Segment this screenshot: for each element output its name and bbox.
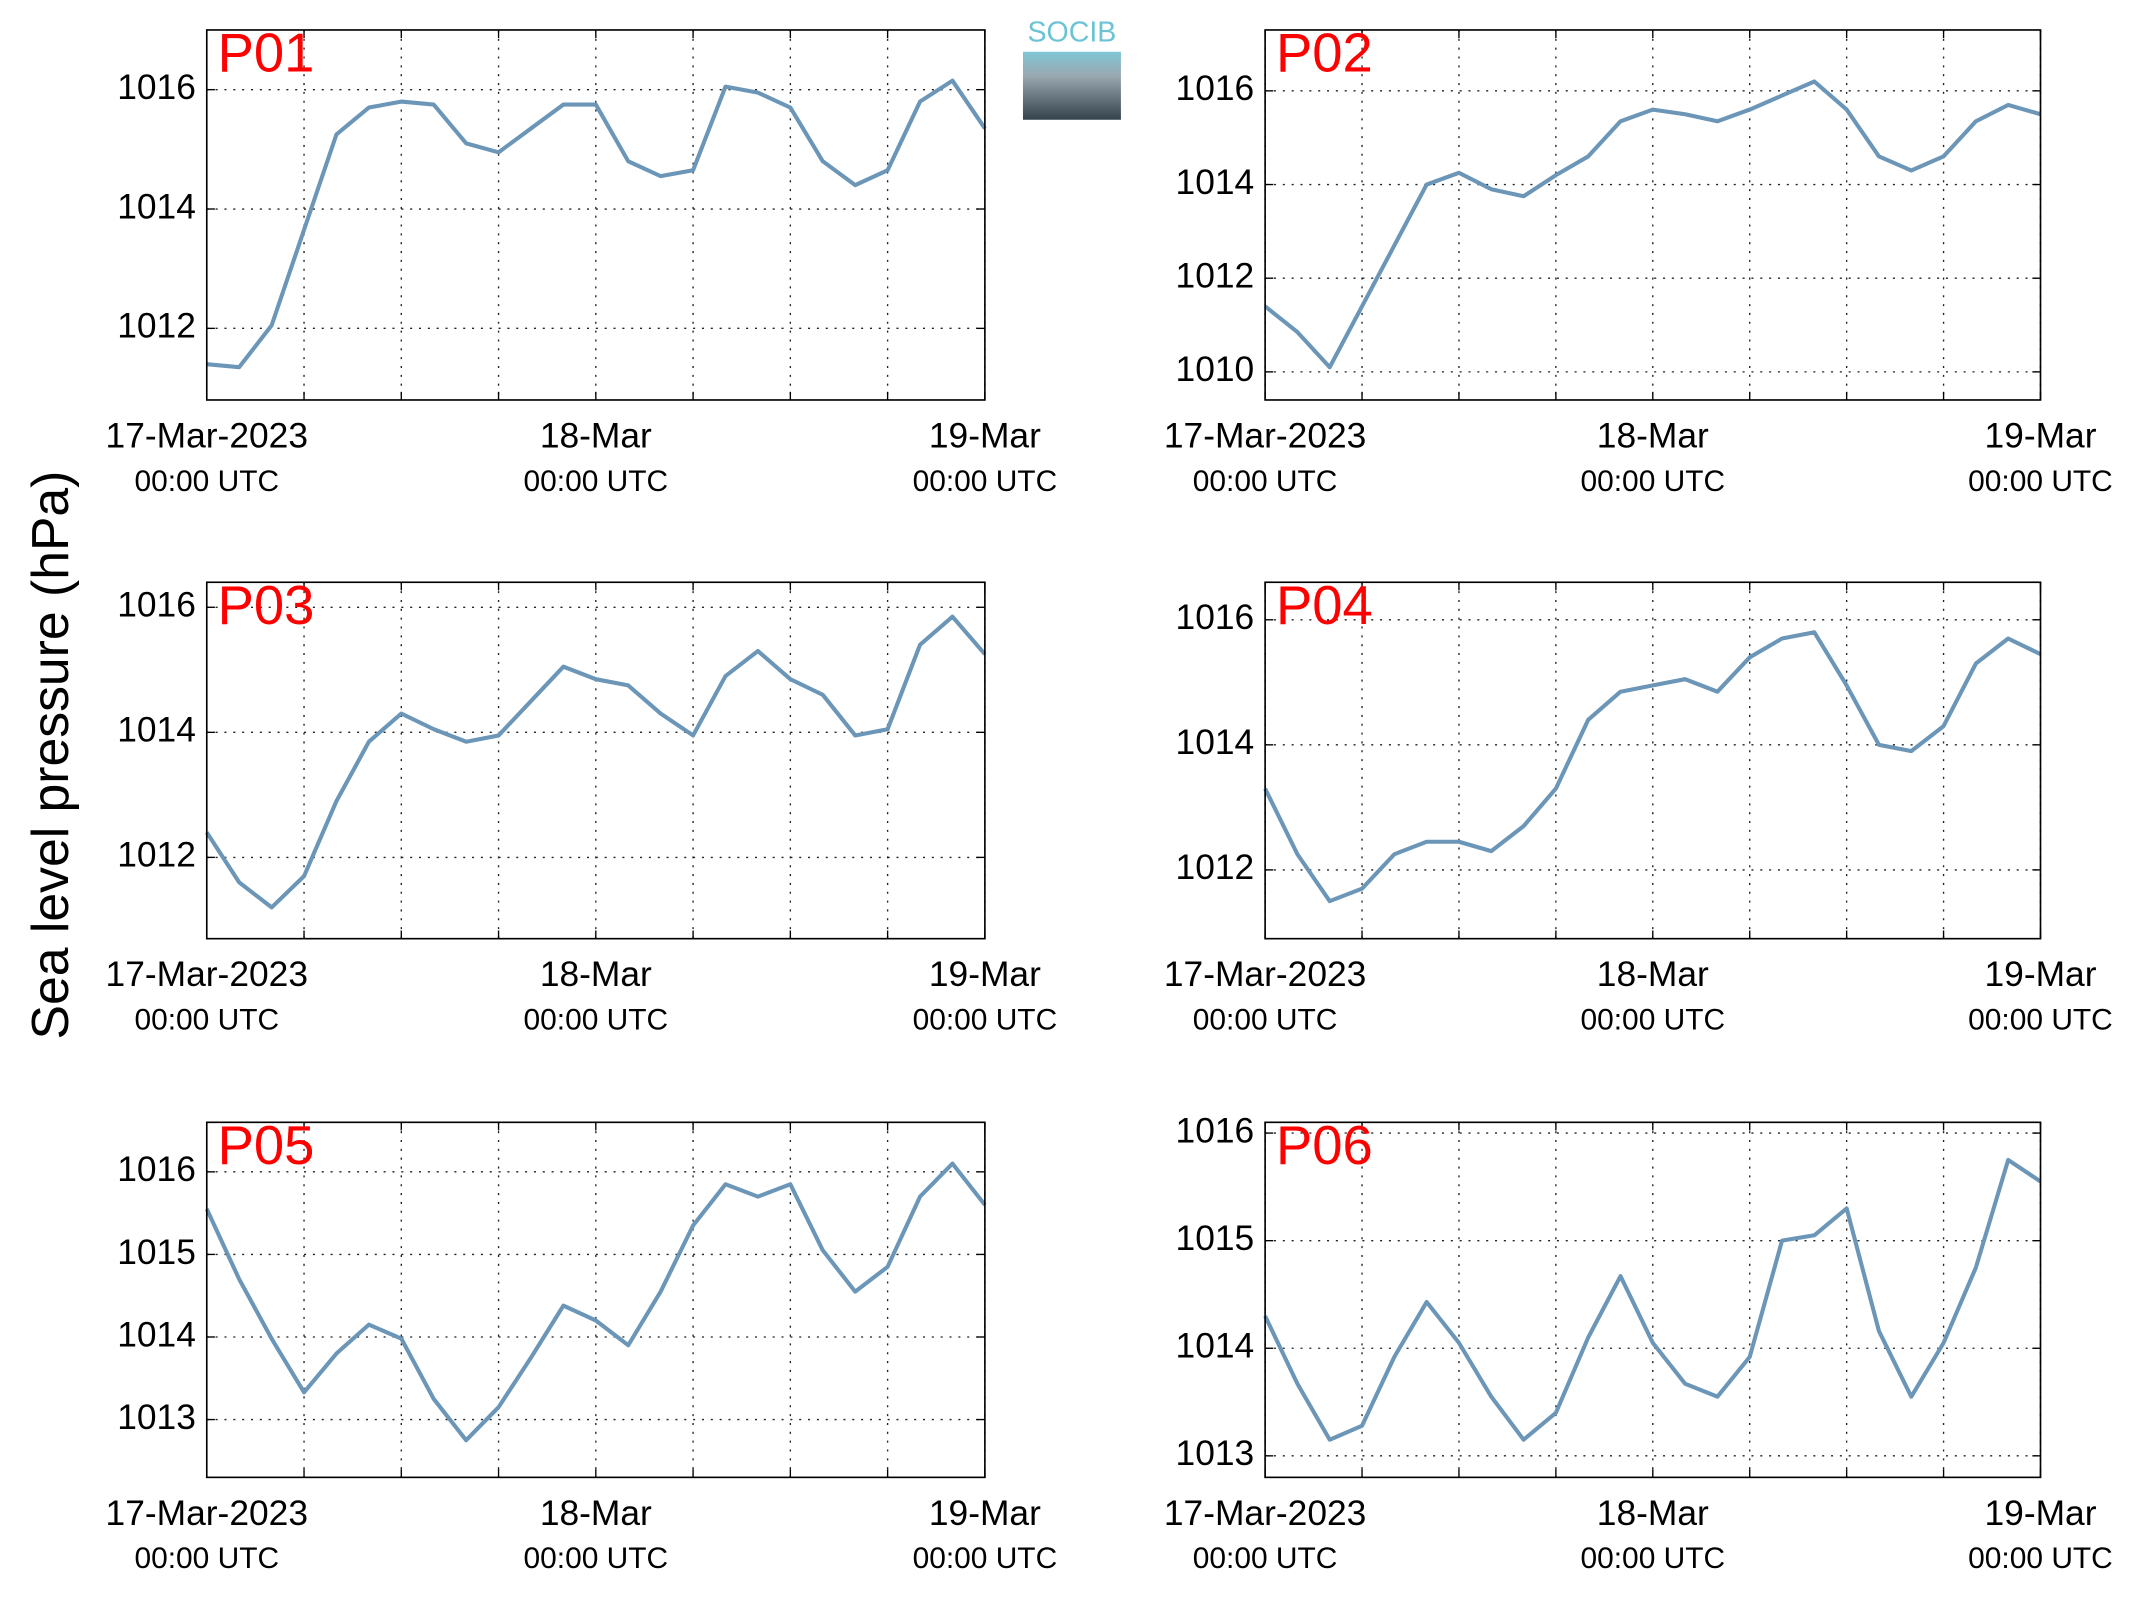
y-tick-label: 1016 xyxy=(1176,1111,1255,1150)
x-tick-sublabel: 00:00 UTC xyxy=(913,1004,1058,1037)
x-tick-sublabel: 00:00 UTC xyxy=(134,465,279,498)
y-tick-label: 1014 xyxy=(1176,1327,1255,1366)
y-tick-label: 1015 xyxy=(1176,1219,1255,1258)
y-tick-label: 1016 xyxy=(1176,598,1255,637)
y-tick-label: 1014 xyxy=(117,187,196,226)
axes-frame xyxy=(205,29,986,401)
x-tick-sublabel: 00:00 UTC xyxy=(913,465,1058,498)
y-axis-label: Sea level pressure (hPa) xyxy=(21,471,79,1040)
x-tick-label: 17-Mar-2023 xyxy=(1164,1494,1366,1533)
subplot-title: P03 xyxy=(218,575,315,636)
x-tick-sublabel: 00:00 UTC xyxy=(1193,1542,1338,1575)
subplot-title: P06 xyxy=(1276,1115,1373,1176)
y-tick-label: 1016 xyxy=(117,68,196,107)
x-tick-sublabel: 00:00 UTC xyxy=(1968,1542,2113,1575)
y-tick-label: 1015 xyxy=(117,1233,196,1272)
axes-frame xyxy=(1264,581,2042,940)
x-tick-label: 17-Mar-2023 xyxy=(1164,416,1366,455)
y-tick-label: 1013 xyxy=(1176,1434,1255,1473)
x-tick-label: 17-Mar-2023 xyxy=(106,955,308,994)
subplot-title: P04 xyxy=(1276,575,1373,636)
x-tick-label: 18-Mar xyxy=(1597,1494,1709,1533)
y-tick-label: 1013 xyxy=(117,1398,196,1437)
y-tick-label: 1014 xyxy=(117,711,196,750)
subplot: 1013 1014 1015 1016 17-Mar-2023 00:00 UTC 18-M… xyxy=(1164,1111,2113,1575)
subplot: 1012 1014 1016 17-Mar-2023 00:00 UTC 18-Mar 00… xyxy=(106,23,1058,498)
subplot-title: P01 xyxy=(218,23,315,84)
y-tick-label: 1014 xyxy=(117,1315,196,1354)
x-tick-sublabel: 00:00 UTC xyxy=(913,1542,1058,1575)
x-tick-sublabel: 00:00 UTC xyxy=(1580,465,1725,498)
x-tick-sublabel: 00:00 UTC xyxy=(1193,1004,1338,1037)
x-tick-sublabel: 00:00 UTC xyxy=(524,1542,669,1575)
logo-box xyxy=(1022,51,1121,120)
y-tick-label: 1014 xyxy=(1176,723,1255,762)
y-tick-label: 1010 xyxy=(1176,350,1255,389)
x-tick-label: 17-Mar-2023 xyxy=(106,1494,308,1533)
x-tick-sublabel: 00:00 UTC xyxy=(1193,465,1338,498)
y-tick-label: 1016 xyxy=(1176,69,1255,108)
x-tick-sublabel: 00:00 UTC xyxy=(1580,1542,1725,1575)
axes-frame xyxy=(1264,29,2042,401)
logo: SOCIB xyxy=(1022,17,1121,120)
logo-text: SOCIB xyxy=(1028,17,1117,49)
x-tick-sublabel: 00:00 UTC xyxy=(524,1004,669,1037)
x-tick-label: 19-Mar xyxy=(929,955,1041,994)
x-tick-sublabel: 00:00 UTC xyxy=(524,465,669,498)
x-tick-label: 19-Mar xyxy=(929,1494,1041,1533)
subplot-title: P05 xyxy=(218,1115,315,1176)
x-tick-label: 18-Mar xyxy=(1597,955,1709,994)
x-tick-label: 17-Mar-2023 xyxy=(106,416,308,455)
data-line xyxy=(205,614,987,910)
y-tick-label: 1016 xyxy=(117,586,196,625)
data-line xyxy=(206,78,987,370)
y-tick-label: 1012 xyxy=(1176,848,1255,887)
data-line xyxy=(1263,79,2042,370)
x-tick-label: 18-Mar xyxy=(540,416,652,455)
x-tick-sublabel: 00:00 UTC xyxy=(134,1542,279,1575)
x-tick-label: 19-Mar xyxy=(1984,955,2096,994)
x-tick-label: 18-Mar xyxy=(540,1494,652,1533)
x-tick-sublabel: 00:00 UTC xyxy=(1580,1004,1725,1037)
x-tick-label: 19-Mar xyxy=(1984,1494,2096,1533)
y-tick-label: 1016 xyxy=(117,1150,196,1189)
x-tick-label: 17-Mar-2023 xyxy=(1164,955,1366,994)
axes-frame xyxy=(1264,1121,2042,1479)
data-line xyxy=(1263,630,2042,904)
y-tick-label: 1012 xyxy=(117,836,196,875)
y-tick-label: 1014 xyxy=(1176,163,1255,202)
y-tick-label: 1012 xyxy=(1176,257,1255,296)
x-tick-label: 19-Mar xyxy=(1984,416,2096,455)
x-tick-sublabel: 00:00 UTC xyxy=(134,1004,279,1037)
axes-frame xyxy=(205,1121,986,1479)
x-tick-sublabel: 00:00 UTC xyxy=(1968,1004,2113,1037)
x-tick-label: 18-Mar xyxy=(1597,416,1709,455)
data-line xyxy=(204,1161,987,1443)
x-tick-sublabel: 00:00 UTC xyxy=(1968,465,2113,498)
y-tick-label: 1012 xyxy=(117,307,196,346)
subplot: 1013 1014 1015 1016 17-Mar-2023 00:00 UTC 18-M… xyxy=(106,1115,1058,1575)
subplot: 1010 1012 1014 1016 17-Mar-2023 00:00 UTC 18-M… xyxy=(1164,23,2113,498)
subplot: 1012 1014 1016 17-Mar-2023 00:00 UTC 18-Mar 00… xyxy=(1164,575,2113,1037)
axes-frame xyxy=(205,581,986,940)
data-line xyxy=(1263,1157,2042,1442)
x-tick-label: 18-Mar xyxy=(540,955,652,994)
x-tick-label: 19-Mar xyxy=(929,416,1041,455)
subplot-title: P02 xyxy=(1276,23,1373,84)
subplot: 1012 1014 1016 17-Mar-2023 00:00 UTC 18-Mar 00… xyxy=(106,575,1058,1037)
